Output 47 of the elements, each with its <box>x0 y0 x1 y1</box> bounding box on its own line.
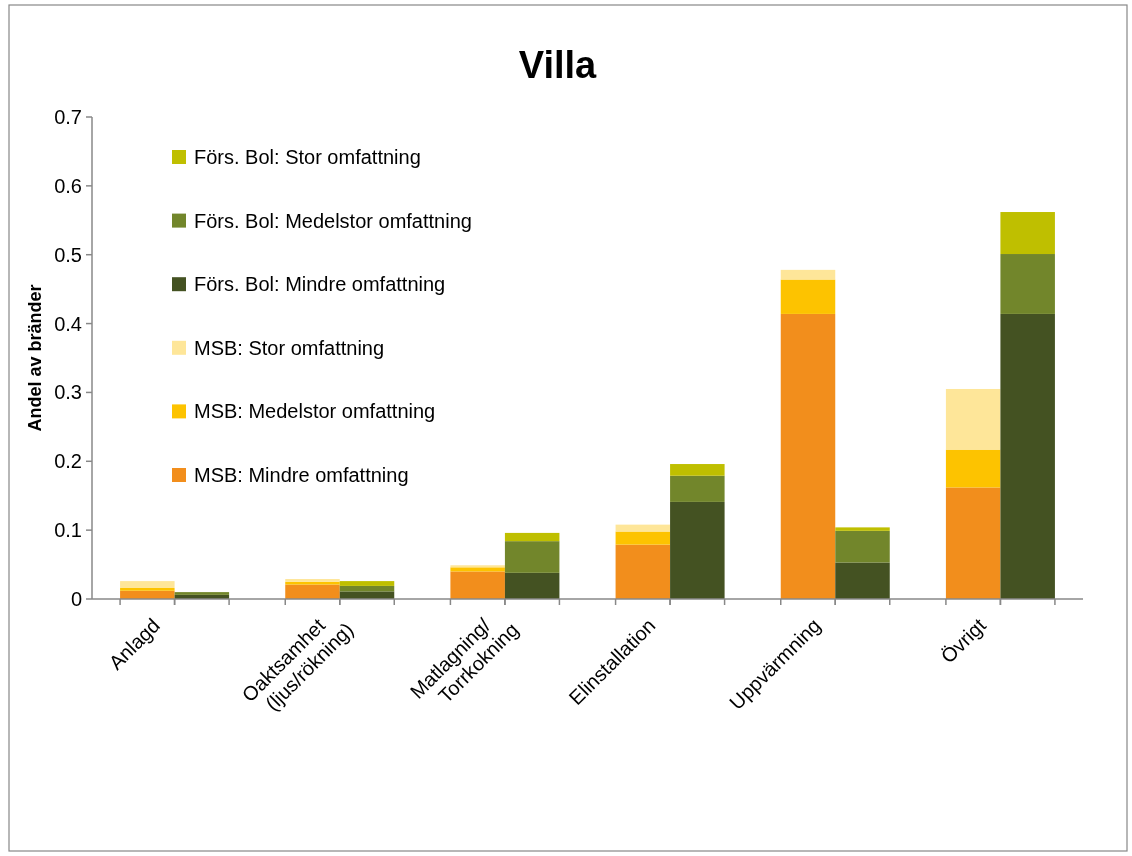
y-tick-label: 0 <box>70 588 82 610</box>
bar <box>120 587 175 591</box>
y-tick-label: 0.3 <box>54 381 82 404</box>
bar <box>670 475 725 502</box>
bar <box>174 592 230 595</box>
bar <box>339 585 395 592</box>
bar <box>835 562 890 599</box>
bar <box>780 313 836 599</box>
y-tick-label: 0.2 <box>54 450 82 473</box>
legend-label: MSB: Mindre omfattning <box>194 464 409 486</box>
y-tick-label: 0.5 <box>54 243 82 266</box>
bar <box>504 532 560 542</box>
y-tick-label: 0.4 <box>54 312 82 335</box>
bar <box>339 581 395 586</box>
bar <box>1000 212 1055 255</box>
bar <box>615 544 671 599</box>
bar <box>945 388 1001 450</box>
bar <box>670 501 725 599</box>
y-tick-label: 0.6 <box>54 174 82 197</box>
legend-label: MSB: Medelstor omfattning <box>194 400 436 423</box>
bar <box>450 571 505 599</box>
legend-label: Förs. Bol: Stor omfattning <box>194 146 421 168</box>
bar <box>780 269 836 280</box>
bar <box>1000 254 1055 314</box>
legend-label: Förs. Bol: Medelstor omfattning <box>194 209 472 232</box>
y-axis-title: Andel av bränder <box>25 284 45 432</box>
bar <box>285 584 340 599</box>
bar <box>615 531 671 545</box>
bar <box>670 464 725 476</box>
bar <box>615 524 671 532</box>
legend-label: Förs. Bol: Mindre omfattning <box>194 273 446 296</box>
bar <box>945 449 1001 488</box>
bar <box>339 591 395 599</box>
bar <box>504 572 560 599</box>
bar <box>1000 313 1055 599</box>
bar <box>835 530 890 563</box>
bar <box>835 527 890 531</box>
bar <box>120 581 175 588</box>
bar <box>504 541 560 573</box>
bar <box>450 565 505 568</box>
y-tick-label: 0.1 <box>54 519 82 542</box>
legend-label: MSB: Stor omfattning <box>194 336 385 359</box>
y-tick-label: 0.7 <box>54 106 82 128</box>
bar <box>450 567 505 572</box>
bar <box>945 487 1001 599</box>
bar <box>780 279 836 314</box>
chart-title: Villa <box>518 44 598 86</box>
